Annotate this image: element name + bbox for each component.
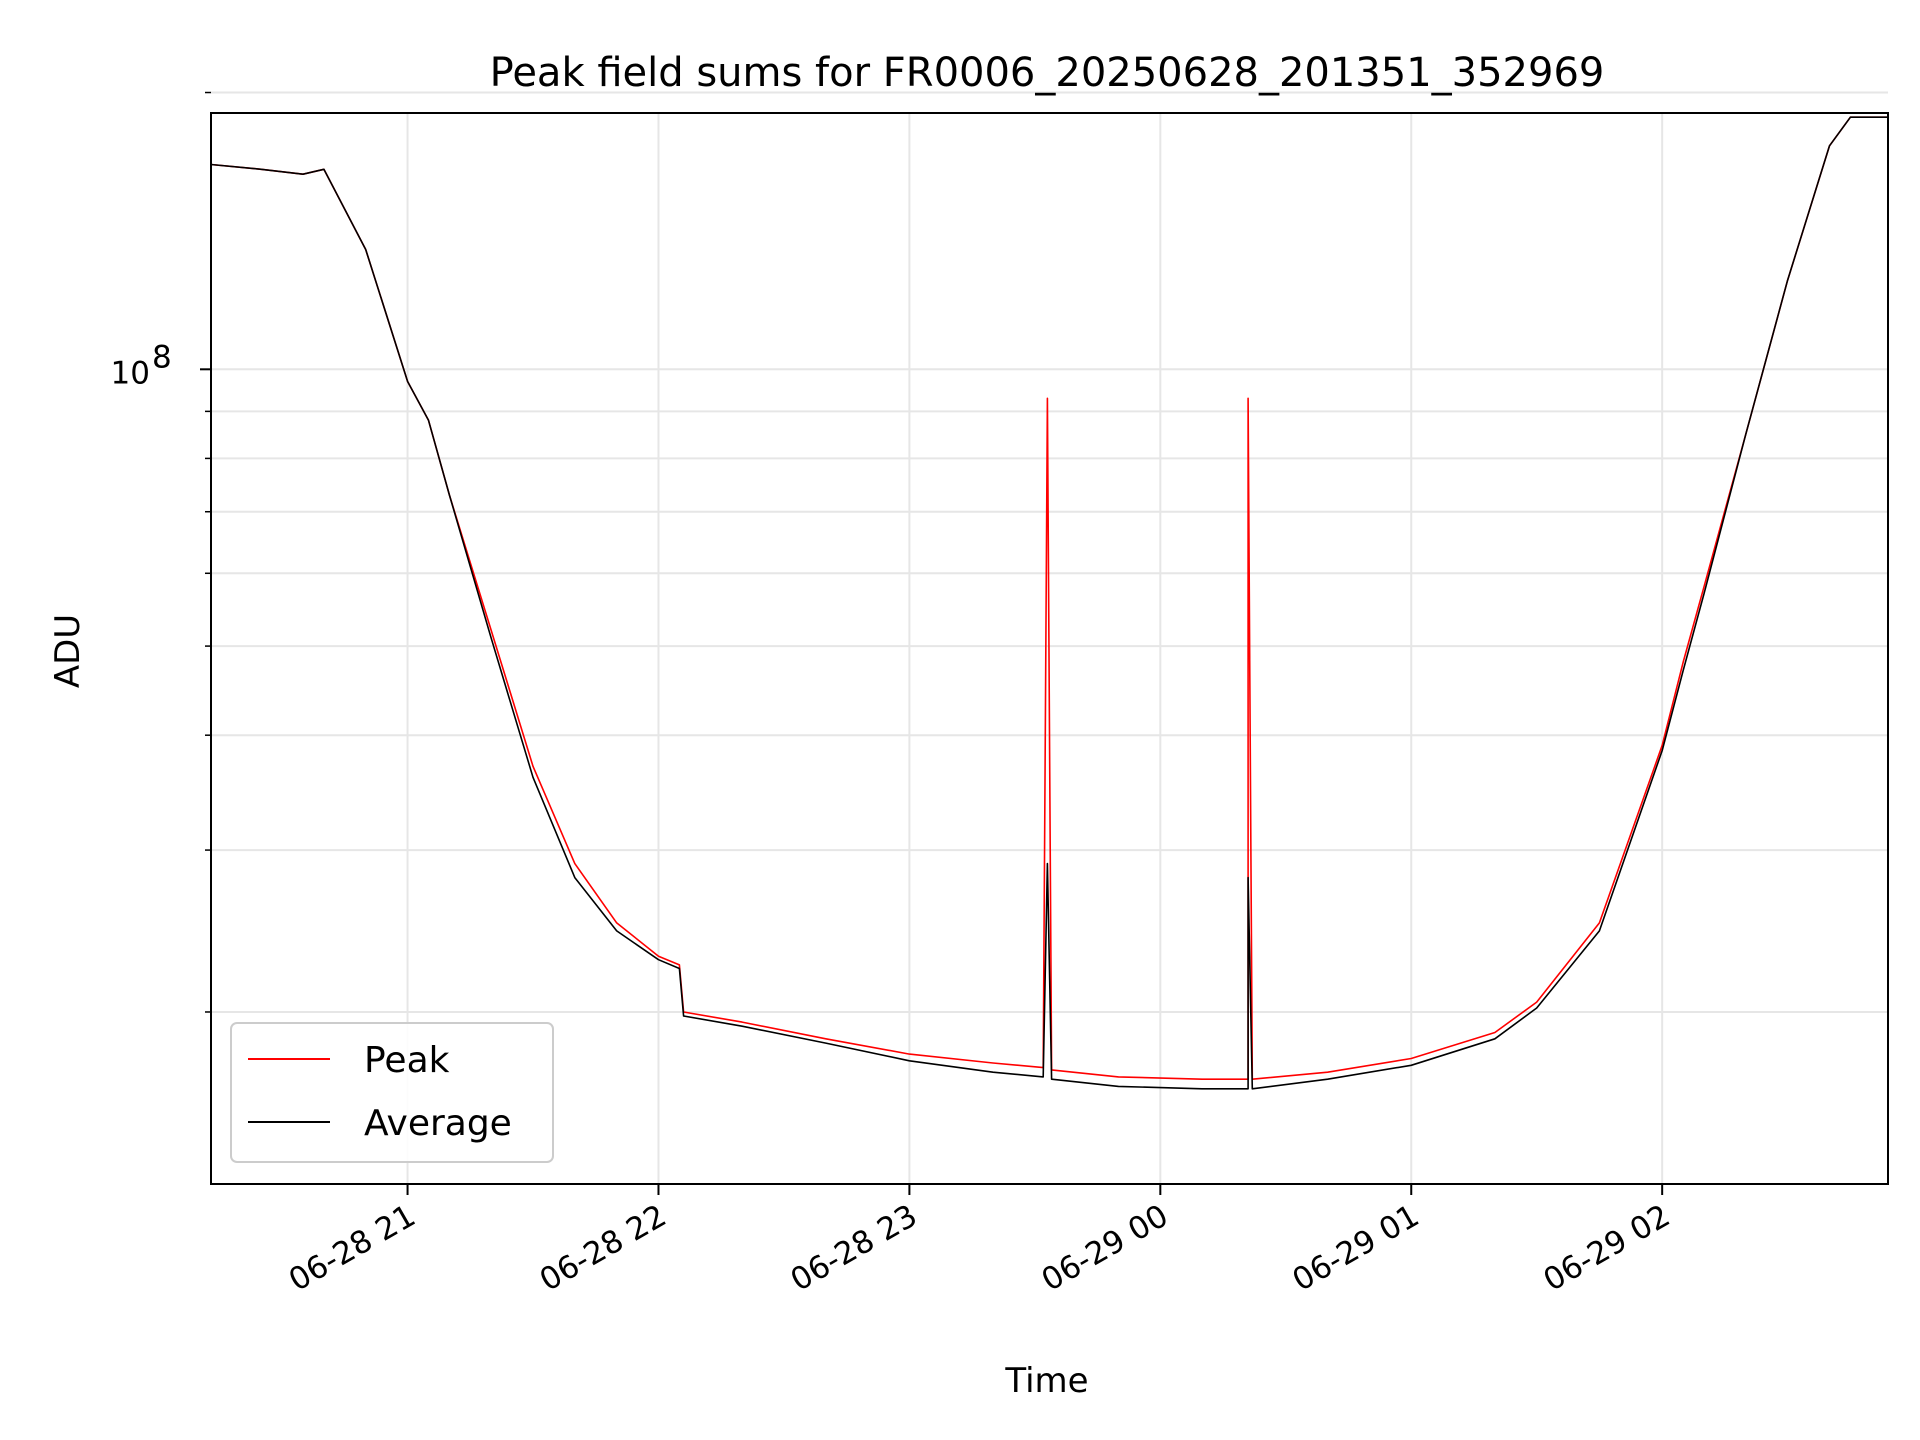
plot-frame xyxy=(210,112,1889,1185)
legend-label-peak: Peak xyxy=(364,1040,450,1081)
series-layer xyxy=(210,116,1888,1090)
x-axis-label: Time xyxy=(1004,1361,1088,1401)
y-axis-label: ADU xyxy=(48,614,88,688)
y-axis-ticks: 10 8 xyxy=(111,91,211,1013)
y-tick-label: 10 xyxy=(111,355,150,391)
legend-label-average: Average xyxy=(364,1103,512,1144)
legend-box xyxy=(230,1022,554,1163)
y-tick-exponent: 8 xyxy=(152,339,172,375)
series-line-average xyxy=(210,116,1888,1090)
legend: Peak Average xyxy=(230,1022,554,1163)
chart-title: Peak field sums for FR0006_20250628_2013… xyxy=(490,50,1605,96)
